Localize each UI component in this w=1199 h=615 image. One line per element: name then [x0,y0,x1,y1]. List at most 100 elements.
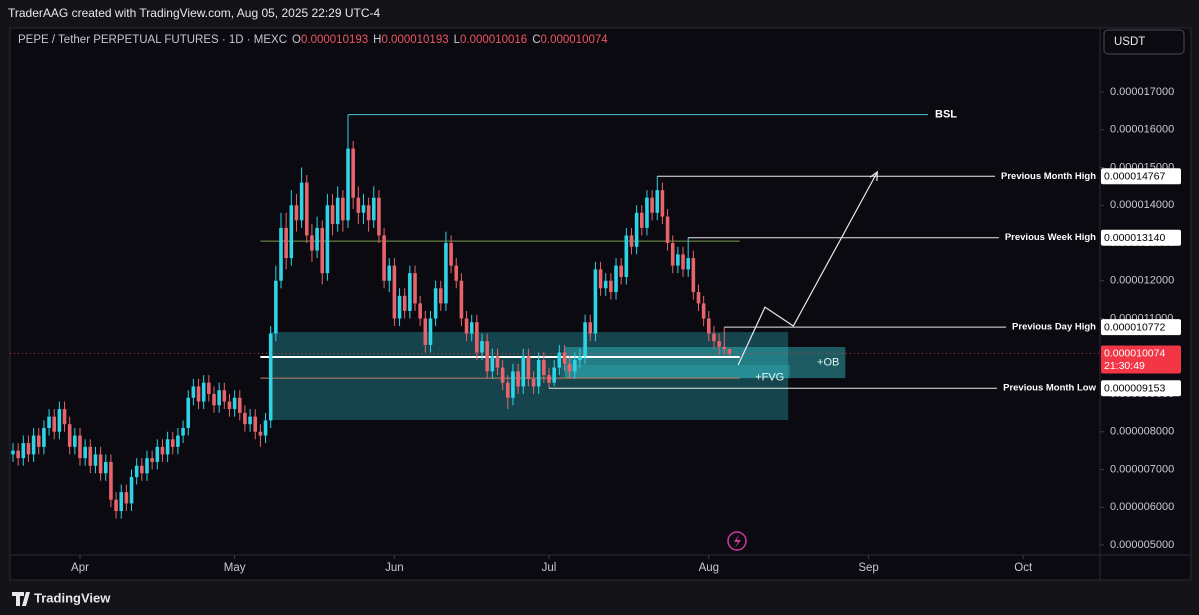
x-tick-label: Aug [699,562,719,574]
candle-body [505,382,510,398]
candle-body [402,295,407,311]
candle-body [366,205,371,221]
candle-body [639,212,644,228]
candle-body [52,416,57,432]
candle-body [11,450,15,455]
alert-icon[interactable] [727,531,747,551]
countdown: 21:30:49 [1104,360,1145,372]
candle-body [263,420,268,436]
candle-body [428,318,433,345]
x-tick-label: Oct [1014,562,1033,574]
x-tick-label: Apr [71,562,89,574]
candle-body [557,352,562,368]
candle-body [114,499,118,512]
level-price-box [1101,229,1181,246]
x-tick-label: Jul [542,562,557,574]
level-price: 0.000010772 [1104,321,1165,333]
candle-body [217,390,221,406]
candle-body [578,356,582,361]
candle-body [294,205,299,221]
ohlc-value: 0.000010193 [301,34,369,46]
watermark: TraderAAG created with TradingView.com, … [8,6,381,20]
candle-body [423,318,428,345]
candle-body [665,216,670,243]
x-tick-label: Sep [858,562,878,574]
candle-body [722,346,727,349]
candle-body [176,435,180,447]
candle-body [547,375,551,383]
candle-body [78,435,82,459]
projection-arrowhead [869,170,879,182]
level-name: Previous Week High [1005,232,1096,243]
candle-body [103,461,108,474]
x-tick-label: May [224,562,246,574]
currency-button[interactable] [1103,29,1185,55]
candle-body [418,303,422,319]
candle-body [706,318,711,334]
candle-body [289,205,294,259]
candle-body [268,333,273,421]
candle-body [701,303,706,319]
candle-body [676,254,680,266]
level-name: Previous Day High [1012,322,1096,333]
candle-body [727,348,732,354]
candle-body [624,235,629,277]
candle-body [392,265,397,319]
candle-body [16,450,20,459]
candle-body [593,269,598,334]
candle-body [655,190,660,213]
candle-body [62,409,67,425]
candle-body [21,443,26,459]
candle-body [196,386,201,402]
y-tick-label: 0.000007000 [1110,463,1174,475]
candle-body [614,265,618,293]
candle-body [696,292,701,304]
projection [737,171,878,366]
candle-body [243,412,247,425]
candle-body [629,235,634,247]
candle-body [454,265,459,281]
candle-body [495,356,500,368]
candle-body [464,318,469,334]
candle-body [516,371,520,387]
candle-body [191,386,196,398]
candle-body [150,458,154,462]
candle-body [83,446,87,459]
candle-body [186,397,191,428]
ohlc-value: 0.000010074 [540,34,608,46]
y-tick-label: 0.000016000 [1110,124,1174,136]
candle-body [212,393,216,406]
candle-body [341,197,345,221]
bsl-label: BSL [935,109,957,121]
level-price: 0.000013140 [1104,232,1165,244]
symbol-title: PEPE / Tether PERPETUAL FUTURES · 1D · M… [18,34,288,46]
y-tick-label: 0.000006000 [1110,501,1174,513]
candle-body [459,280,464,319]
candle-body [521,356,526,387]
candle-body [712,333,716,342]
currency[interactable]: USDT [1114,36,1145,48]
candle-body [531,378,536,387]
candle-body [387,265,392,281]
candle-body [98,454,103,474]
candle-body [562,352,567,364]
candle-body [650,197,654,213]
candle-body [284,227,288,259]
candle-body [170,439,175,447]
candle-body [222,390,227,402]
zone [560,364,791,379]
alert-icon-bolt [734,535,741,548]
candle-body [310,235,314,251]
candle-body [227,401,232,410]
candle-body [304,182,309,236]
candle-body [67,424,72,447]
level-price-box [1101,168,1181,185]
candle-body [109,461,113,500]
candle-body [588,322,593,334]
candle-body [500,367,505,383]
candle-body [475,322,479,353]
candle-body [645,197,649,228]
candle-body [526,356,531,379]
brand-logo [12,592,30,606]
